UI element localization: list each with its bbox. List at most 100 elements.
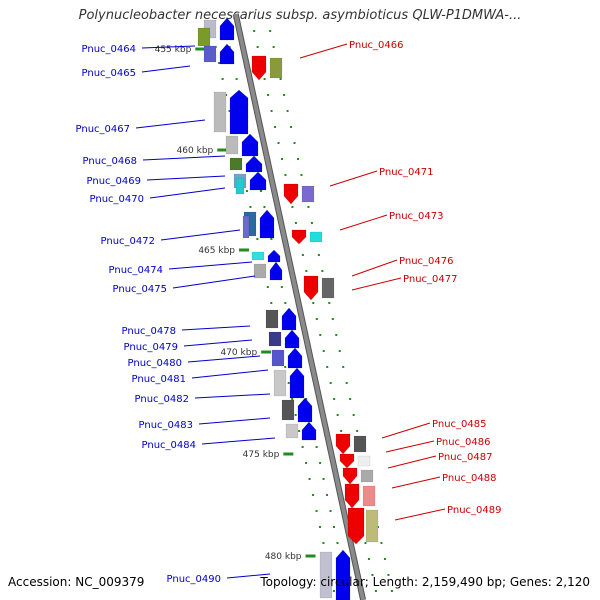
cog-category-box (235, 177, 245, 195)
track-dots-outer-left (270, 302, 273, 304)
track-dots-outer-left (315, 510, 318, 512)
cog-category-box (357, 455, 371, 467)
track-dots-inner-left (315, 446, 318, 448)
track-dots-outer-right (290, 126, 293, 128)
track-dots-outer-right (335, 334, 338, 336)
gene-label-left: Pnuc_0481 (132, 374, 186, 385)
gene-label-left: Pnuc_0484 (142, 440, 196, 451)
gene-label-leader (172, 275, 256, 289)
reverse-gene-arrow (291, 229, 307, 245)
track-dots-inner-right (326, 366, 329, 368)
track-dots-outer-right (338, 350, 341, 352)
track-dots-outer-right (272, 46, 275, 48)
track-dots-inner-left (305, 398, 308, 400)
track-dots-outer-right (387, 574, 390, 576)
gene-label-leader (149, 187, 226, 199)
reverse-gene-arrow (339, 453, 355, 469)
gene-label-leader (142, 155, 226, 161)
forward-gene-arrow (241, 133, 259, 157)
track-dots-inner-left (329, 510, 332, 512)
forward-gene-arrow (249, 171, 267, 191)
track-dots-inner-right (277, 142, 280, 144)
forward-gene-arrow (259, 209, 275, 239)
kbp-label: 475 kbp (243, 450, 280, 460)
track-dots-outer-left (287, 382, 290, 384)
gene-label-right: Pnuc_0487 (438, 452, 492, 463)
cog-category-box (353, 435, 367, 453)
cog-category-box (225, 135, 239, 155)
track-dots-inner-left (284, 302, 287, 304)
gene-label-left: Pnuc_0478 (122, 326, 176, 337)
cog-category-box (229, 157, 243, 171)
gene-label-right: Pnuc_0471 (379, 167, 433, 178)
gene-label-left: Pnuc_0472 (101, 236, 155, 247)
track-dots-outer-left (301, 446, 304, 448)
track-dots-outer-right (383, 558, 386, 560)
gene-label-right: Pnuc_0488 (442, 473, 496, 484)
gene-label-leader (299, 43, 348, 59)
cog-category-box (309, 231, 323, 243)
gene-label-leader (183, 339, 253, 347)
gene-label-leader (187, 355, 261, 363)
track-dots-outer-left (245, 190, 248, 192)
track-dots-inner-right (333, 398, 336, 400)
gene-label-leader (339, 214, 388, 231)
gene-label-right: Pnuc_0486 (436, 437, 490, 448)
track-dots-inner-right (256, 46, 259, 48)
cog-category-box (271, 349, 285, 367)
track-dots-inner-left (326, 494, 329, 496)
forward-gene-arrow (284, 329, 300, 349)
track-dots-inner-left (319, 462, 322, 464)
gene-label-right: Pnuc_0473 (389, 211, 443, 222)
cog-category-box (362, 485, 376, 507)
cog-category-box (269, 57, 283, 79)
track-dots-inner-left (336, 542, 339, 544)
track-dots-outer-right (328, 302, 331, 304)
gene-label-leader (391, 476, 441, 489)
track-dots-outer-right (307, 206, 310, 208)
gene-label-left: Pnuc_0469 (87, 176, 141, 187)
gene-label-leader (198, 417, 271, 425)
gene-label-right: Pnuc_0476 (399, 256, 453, 267)
gene-label-leader (168, 261, 253, 270)
track-dots-inner-right (367, 558, 370, 560)
gene-label-leader (351, 259, 398, 277)
gene-label-leader (146, 175, 226, 181)
cog-category-box (251, 251, 265, 261)
track-dots-outer-left (322, 542, 325, 544)
gene-label-left: Pnuc_0465 (82, 68, 136, 79)
track-dots-outer-left (308, 478, 311, 480)
gene-label-right: Pnuc_0489 (447, 505, 501, 516)
track-dots-inner-right (284, 174, 287, 176)
track-dots-outer-left (218, 62, 221, 64)
gene-label-leader (351, 277, 402, 291)
reverse-gene-arrow (283, 183, 299, 205)
forward-gene-arrow (229, 89, 249, 135)
track-dots-inner-right (291, 206, 294, 208)
track-dots-outer-left (319, 526, 322, 528)
forward-gene-arrow (219, 43, 235, 65)
track-dots-inner-right (315, 318, 318, 320)
forward-gene-arrow (301, 421, 317, 441)
track-dots-outer-right (331, 318, 334, 320)
cog-category-box (365, 509, 379, 543)
track-dots-inner-left (280, 286, 283, 288)
track-dots-outer-left (221, 78, 224, 80)
gene-label-leader (194, 393, 271, 399)
gene-label-leader (181, 325, 251, 331)
kbp-label: 470 kbp (220, 348, 257, 358)
gene-label-leader (385, 440, 435, 453)
track-dots-outer-left (294, 414, 297, 416)
track-dots-inner-right (374, 590, 377, 592)
gene-label-right: Pnuc_0485 (432, 419, 486, 430)
forward-gene-arrow (289, 367, 305, 399)
gene-label-left: Pnuc_0490 (167, 574, 221, 585)
track-dots-outer-right (352, 414, 355, 416)
track-dots-outer-left (305, 462, 308, 464)
kbp-label: 455 kbp (155, 45, 192, 55)
gene-label-left: Pnuc_0479 (124, 342, 178, 353)
track-dots-inner-left (333, 526, 336, 528)
track-dots-outer-right (310, 222, 313, 224)
track-dots-inner-left (263, 206, 266, 208)
